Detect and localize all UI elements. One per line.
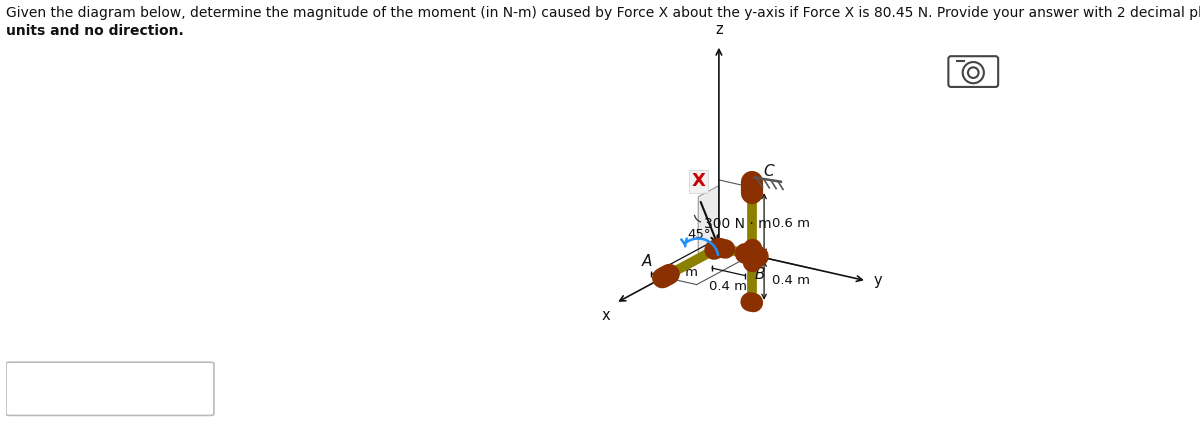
Text: B: B: [755, 267, 764, 282]
Polygon shape: [698, 186, 719, 259]
Text: X: X: [691, 172, 706, 190]
Text: z: z: [715, 22, 722, 37]
Text: 0.6 m: 0.6 m: [772, 217, 810, 230]
Text: 45°: 45°: [688, 228, 712, 241]
Text: x: x: [601, 308, 611, 324]
Text: units and no direction.: units and no direction.: [6, 24, 184, 38]
Text: C: C: [763, 165, 774, 179]
Text: 300 N · m: 300 N · m: [703, 217, 772, 231]
Text: 0.4 m: 0.4 m: [709, 280, 748, 293]
FancyBboxPatch shape: [6, 362, 214, 416]
Text: 0.8 m: 0.8 m: [660, 266, 698, 279]
Text: 0.4 m: 0.4 m: [772, 274, 810, 287]
Text: A: A: [642, 254, 652, 269]
Text: y: y: [874, 273, 882, 289]
Text: Given the diagram below, determine the magnitude of the moment (in N-m) caused b: Given the diagram below, determine the m…: [6, 6, 1200, 20]
